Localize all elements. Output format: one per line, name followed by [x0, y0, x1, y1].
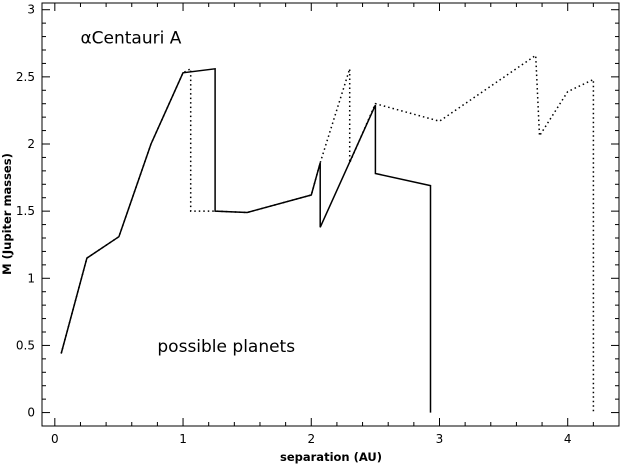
x-tick-label: 2 [307, 432, 315, 446]
y-tick-label: 2.5 [16, 70, 35, 84]
axis-ticks [42, 3, 620, 426]
x-tick-label: 3 [436, 432, 444, 446]
y-tick-label: 2 [27, 137, 35, 151]
x-tick-label: 0 [51, 432, 59, 446]
series-line-dotted [60, 54, 595, 413]
y-axis-title: M (Jupiter masses) [0, 153, 14, 275]
annotation-possible-planets: possible planets [157, 337, 295, 357]
y-tick-label: 0 [27, 406, 35, 420]
plot-frame [41, 2, 620, 427]
y-tick-label: 3 [27, 3, 35, 17]
y-tick-label: 0.5 [16, 338, 35, 352]
annotation-star-name: αCentauri A [80, 28, 181, 48]
y-tick-label: 1 [27, 271, 35, 285]
axis-tick-labels: 0 1 2 3 4 0 0.5 1 1.5 2 2.5 3 [16, 3, 572, 446]
x-tick-label: 4 [564, 432, 572, 446]
series-line-solid [60, 67, 432, 413]
y-tick-label: 1.5 [16, 204, 35, 218]
x-tick-label: 1 [179, 432, 187, 446]
series-layer [60, 54, 595, 413]
x-axis-title: separation (AU) [280, 450, 382, 464]
